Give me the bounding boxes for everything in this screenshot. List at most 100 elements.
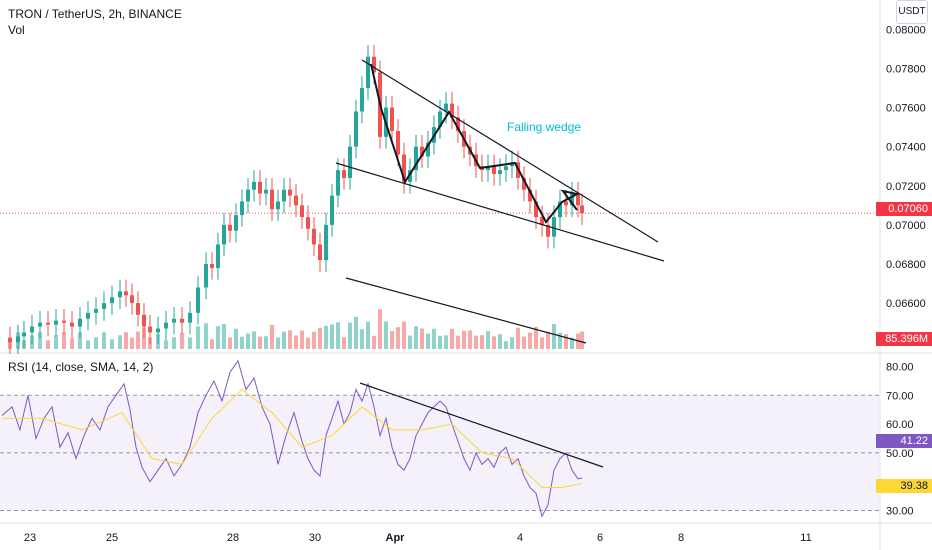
volume-bar <box>234 328 238 349</box>
rsi-tick-label: 50.00 <box>886 448 914 460</box>
symbol-title: TRON / TetherUS, 2h, BINANCE <box>8 7 182 21</box>
volume-bar <box>528 332 532 349</box>
candle <box>396 131 400 155</box>
candle <box>366 56 370 88</box>
volume-bar <box>102 332 106 349</box>
volume-bar <box>336 322 340 349</box>
price-tick-label: 0.06800 <box>886 259 926 271</box>
candle <box>78 318 82 327</box>
time-tick-label: 6 <box>597 532 603 544</box>
volume-bar <box>164 340 168 349</box>
candle <box>288 189 292 196</box>
volume-bar <box>180 333 184 349</box>
candle <box>336 170 340 196</box>
volume-bar <box>354 316 358 349</box>
volume-badge: 85.396M <box>876 332 932 346</box>
rsi-band <box>0 395 880 511</box>
candle <box>504 166 508 171</box>
volume-bar <box>228 337 232 349</box>
candle <box>558 201 562 218</box>
candle <box>136 303 140 315</box>
candle <box>360 88 364 112</box>
volume-bar <box>342 337 346 349</box>
candle <box>564 201 568 206</box>
volume-bar <box>456 335 460 349</box>
candle <box>210 264 214 268</box>
volume-bar <box>252 331 256 349</box>
candle <box>546 224 550 237</box>
candle <box>498 170 502 175</box>
candle <box>234 215 238 231</box>
volume-bar <box>516 327 520 349</box>
time-tick-label: 30 <box>309 532 321 544</box>
candle <box>142 314 146 327</box>
volume-bar <box>188 337 192 349</box>
volume-bar <box>258 336 262 349</box>
volume-bar <box>414 326 418 349</box>
candle <box>438 111 442 128</box>
candle <box>180 318 184 323</box>
volume-bar <box>210 339 214 349</box>
volume-bar <box>240 336 244 349</box>
volume-bar <box>534 326 538 349</box>
volume-bar <box>564 334 568 349</box>
volume-bar <box>546 331 550 349</box>
time-tick-label: 28 <box>227 532 239 544</box>
volume-bar <box>46 340 50 349</box>
candle <box>390 107 394 132</box>
candle <box>540 217 544 225</box>
volume-bar <box>444 335 448 349</box>
candle <box>426 142 430 157</box>
volume-bar <box>246 333 250 349</box>
rsi-tick-label: 60.00 <box>886 419 914 431</box>
candle <box>94 308 98 313</box>
volume-bar <box>348 322 352 349</box>
volume-bar <box>300 330 304 349</box>
candle <box>38 322 42 327</box>
candle <box>348 146 352 178</box>
volume-bar <box>282 331 286 349</box>
volume-bar <box>130 337 134 349</box>
candle <box>118 291 122 298</box>
candle <box>252 181 256 190</box>
candle <box>420 146 424 157</box>
volume-bar <box>492 336 496 349</box>
candle <box>246 189 250 202</box>
volume-bar <box>420 328 424 349</box>
volume-bar <box>16 332 20 349</box>
volume-bar <box>264 336 268 349</box>
volume-bar <box>318 327 322 349</box>
volume-bar <box>378 309 382 349</box>
volume-bar <box>330 324 334 349</box>
volume-bar <box>172 337 176 349</box>
volume-bar <box>86 340 90 349</box>
currency-button[interactable]: USDT <box>896 0 928 24</box>
volume-bar <box>118 335 122 349</box>
time-tick-label: 11 <box>800 532 811 544</box>
candle <box>264 189 268 194</box>
candle <box>86 312 90 319</box>
candle <box>486 166 490 171</box>
volume-bar <box>38 332 42 349</box>
candle <box>188 312 192 323</box>
volume-bar <box>462 330 466 349</box>
candle <box>102 303 106 309</box>
volume-bar <box>70 338 74 349</box>
volume-bar <box>78 332 82 349</box>
candle <box>492 166 496 175</box>
volume-bar <box>402 321 406 349</box>
price-tick-label: 0.07600 <box>886 103 926 115</box>
candle <box>294 195 298 206</box>
volume-bar <box>148 337 152 349</box>
price-tick-label: 0.07000 <box>886 220 926 232</box>
candle <box>444 103 448 112</box>
candle <box>318 244 322 261</box>
candle <box>414 146 418 171</box>
volume-bar <box>468 330 472 349</box>
volume-bar <box>270 325 274 349</box>
volume-bar <box>522 336 526 349</box>
volume-bar <box>312 331 316 349</box>
volume-bar <box>450 328 454 349</box>
candle <box>148 326 152 333</box>
